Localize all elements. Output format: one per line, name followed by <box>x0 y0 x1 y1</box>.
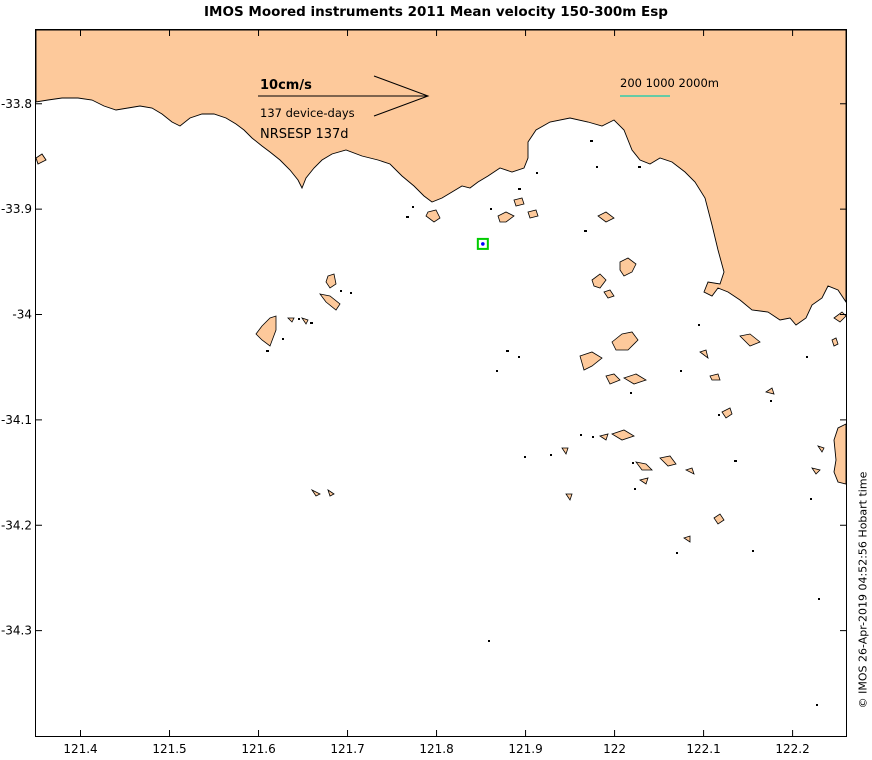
x-tick-label: 121.9 <box>508 742 542 756</box>
islands-group <box>255 197 775 543</box>
station-marker[interactable] <box>476 237 489 250</box>
island <box>325 273 337 289</box>
copyright-note: © IMOS 26-Apr-2019 04:52:56 Hobart time <box>856 440 870 740</box>
bathymetry-legend: 200 1000 2000m <box>620 76 719 97</box>
x-tick-label: 121.8 <box>419 742 453 756</box>
y-tick-label: -33.8 <box>1 97 32 111</box>
east-island-large <box>833 423 847 485</box>
x-axis: 121.4 121.5 121.6 121.7 121.8 121.9 122 122.1 12… <box>63 30 810 756</box>
y-tick-label: -33.9 <box>1 202 32 216</box>
mainland <box>35 29 847 326</box>
x-tick-label: 122.2 <box>775 742 809 756</box>
island <box>623 373 647 385</box>
island <box>579 351 603 371</box>
y-tick-label: -34.2 <box>1 518 32 532</box>
legend-arrow-head <box>373 75 430 117</box>
island <box>659 455 677 467</box>
island <box>684 467 695 475</box>
island <box>611 331 639 351</box>
east-islet-2 <box>831 337 839 347</box>
copyright-text: © IMOS 26-Apr-2019 04:52:56 Hobart time <box>856 471 870 709</box>
island <box>327 489 335 497</box>
island <box>527 209 539 219</box>
east-islet-3 <box>817 445 825 453</box>
island <box>739 333 761 347</box>
island <box>619 257 637 277</box>
scale-label: 10cm/s <box>260 78 312 93</box>
y-tick-label: -34.3 <box>1 624 32 638</box>
y-axis: -33.8 -33.9 -34 -34.1 -34.2 -34.3 <box>1 97 846 638</box>
island <box>611 429 635 441</box>
y-tick-label: -34 <box>12 308 32 322</box>
island <box>597 211 615 223</box>
island <box>599 433 609 441</box>
island <box>699 349 709 359</box>
island <box>683 535 691 543</box>
island <box>287 317 295 323</box>
island <box>765 387 775 395</box>
station-box <box>476 237 489 250</box>
x-tick-label: 121.6 <box>241 742 275 756</box>
east-islet-1 <box>833 311 847 323</box>
island <box>721 407 733 419</box>
island <box>319 293 341 311</box>
island <box>605 373 621 385</box>
island <box>301 317 309 325</box>
device-days-label: 137 device-days <box>260 106 355 120</box>
island <box>635 461 653 471</box>
bathymetry-label: 200 1000 2000m <box>620 76 719 90</box>
island <box>591 273 607 289</box>
velocity-legend: 10cm/s 137 device-days NRSESP 137d <box>258 75 430 142</box>
island <box>639 477 649 485</box>
map-title: IMOS Moored instruments 2011 Mean veloci… <box>204 4 668 20</box>
rocks-group <box>266 140 820 706</box>
island <box>513 197 525 207</box>
x-tick-label: 121.7 <box>330 742 364 756</box>
plot-frame <box>35 29 847 737</box>
island <box>603 289 615 299</box>
island <box>425 209 441 223</box>
west-headland <box>35 153 47 165</box>
y-tick-label: -34.1 <box>1 413 32 427</box>
station-dot <box>481 242 485 246</box>
x-tick-label: 122.1 <box>686 742 720 756</box>
island <box>561 447 569 455</box>
x-tick-label: 121.4 <box>63 742 97 756</box>
x-tick-label: 122 <box>603 742 626 756</box>
station-label: NRSESP 137d <box>260 127 349 142</box>
island <box>255 315 277 347</box>
x-tick-label: 121.5 <box>152 742 186 756</box>
east-islet-4 <box>811 467 821 475</box>
island <box>310 488 321 497</box>
island <box>497 211 515 223</box>
island <box>565 493 573 501</box>
island <box>713 513 725 525</box>
island <box>709 373 721 381</box>
